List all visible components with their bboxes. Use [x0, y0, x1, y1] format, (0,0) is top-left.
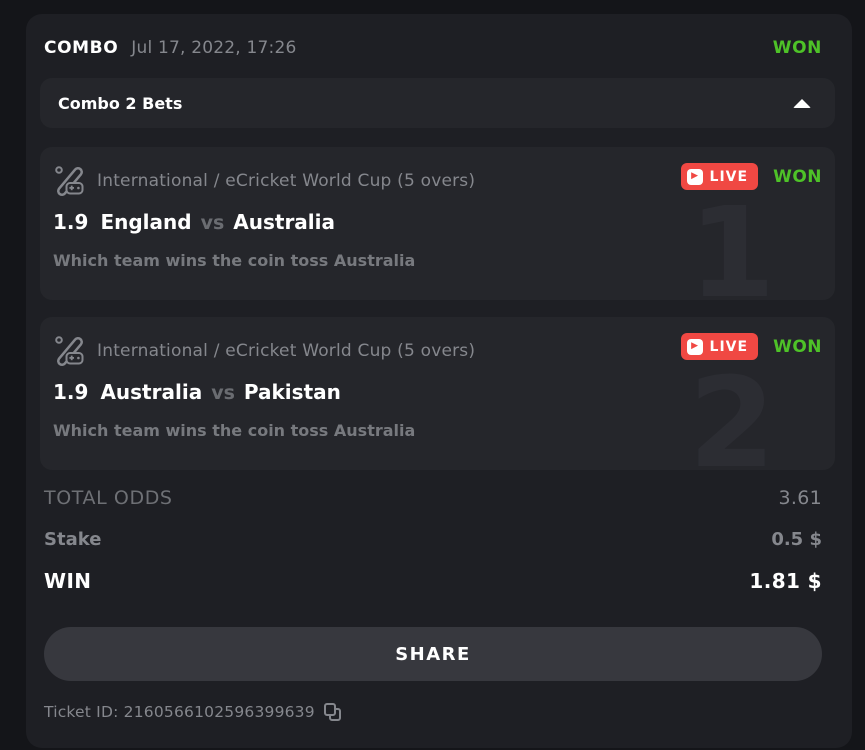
ticket-header: COMBO Jul 17, 2022, 17:26 WON: [44, 30, 822, 66]
bet-card-2[interactable]: 2 ▶ LIVE WON International / eCricket Wo…: [40, 317, 835, 470]
market-selection-label: Which team wins the coin toss Australia: [53, 421, 416, 440]
total-odds-label: TOTAL ODDS: [44, 487, 173, 509]
ticket-id-row: Ticket ID: 2160566102596399639: [44, 700, 342, 724]
esports-cricket-icon: [55, 336, 84, 366]
league-label: International / eCricket World Cup (5 ov…: [97, 340, 476, 361]
total-odds-value: 3.61: [778, 487, 822, 509]
away-team: Pakistan: [243, 380, 341, 404]
live-label: LIVE: [709, 338, 749, 355]
match-row: 1.9 Australia vs Pakistan: [53, 380, 822, 404]
play-icon: ▶: [686, 338, 703, 355]
bet-badges: ▶ LIVE WON: [680, 163, 822, 190]
combo-bets-toggle[interactable]: Combo 2 Bets: [40, 78, 835, 128]
total-odds-row: TOTAL ODDS 3.61: [44, 484, 822, 512]
bet-status-badge: WON: [773, 166, 822, 187]
win-value: 1.81 $: [749, 569, 822, 593]
bet-card-1[interactable]: 1 ▶ LIVE WON International / eCricket Wo…: [40, 147, 835, 300]
ticket-id-label: Ticket ID: 2160566102596399639: [44, 703, 315, 721]
live-label: LIVE: [709, 168, 749, 185]
ticket-status-badge: WON: [772, 38, 822, 58]
live-badge: ▶ LIVE: [680, 333, 759, 360]
away-team: Australia: [233, 210, 336, 234]
bet-odds: 1.9: [53, 210, 89, 234]
share-button[interactable]: SHARE: [44, 627, 822, 681]
win-label: WIN: [44, 569, 92, 593]
bet-index-watermark: 1: [688, 181, 776, 300]
home-team: Australia: [100, 380, 203, 404]
bet-ticket-card: COMBO Jul 17, 2022, 17:26 WON Combo 2 Be…: [26, 14, 852, 748]
bet-badges: ▶ LIVE WON: [680, 333, 822, 360]
copy-icon-front: [323, 702, 336, 716]
esports-cricket-icon: [55, 166, 84, 196]
home-team: England: [100, 210, 192, 234]
ticket-date: Jul 17, 2022, 17:26: [131, 38, 297, 58]
bet-index-watermark: 2: [688, 351, 776, 470]
collapse-icon[interactable]: [793, 98, 811, 108]
combo-bets-label: Combo 2 Bets: [58, 93, 183, 113]
league-row: International / eCricket World Cup (5 ov…: [53, 334, 822, 367]
vs-label: vs: [200, 212, 225, 234]
win-row: WIN 1.81 $: [44, 567, 822, 595]
league-row: International / eCricket World Cup (5 ov…: [53, 164, 822, 197]
market-selection-label: Which team wins the coin toss Australia: [53, 251, 416, 270]
play-icon: ▶: [686, 168, 703, 185]
league-label: International / eCricket World Cup (5 ov…: [97, 170, 476, 191]
stake-row: Stake 0.5 $: [44, 526, 822, 552]
match-row: 1.9 England vs Australia: [53, 210, 822, 234]
copy-icon[interactable]: [323, 702, 342, 722]
live-badge: ▶ LIVE: [680, 163, 759, 190]
stake-label: Stake: [44, 528, 102, 550]
bet-status-badge: WON: [773, 336, 822, 357]
stake-value: 0.5 $: [771, 528, 822, 550]
vs-label: vs: [211, 382, 235, 404]
bet-type-label: COMBO: [44, 38, 119, 58]
bet-odds: 1.9: [53, 380, 89, 404]
